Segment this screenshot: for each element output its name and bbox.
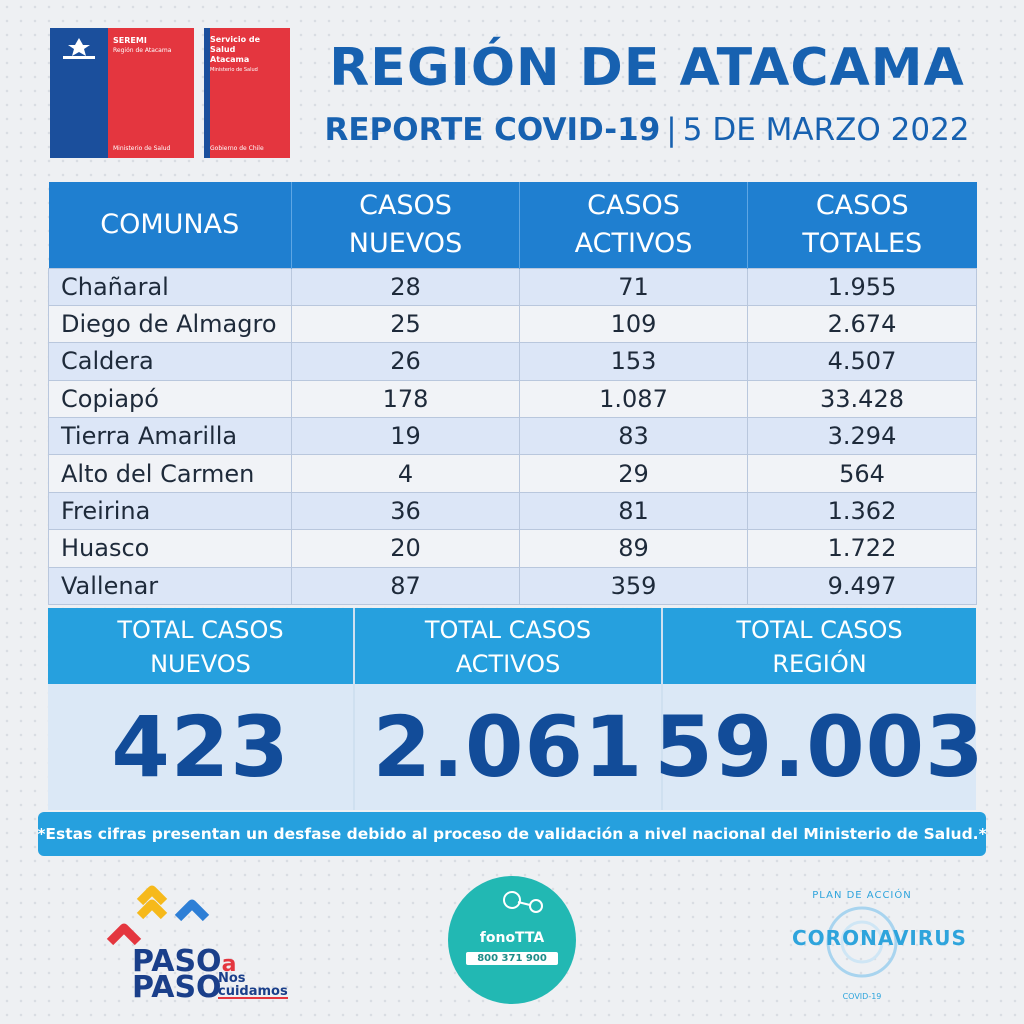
cell-casos-totales: 4.507 <box>747 342 977 381</box>
cell-comuna: Freirina <box>48 491 292 531</box>
table-row: Caldera 26 153 4.507 <box>48 342 977 381</box>
fono-number: 800 371 900 <box>466 952 558 965</box>
cell-casos-totales: 3.294 <box>747 417 977 456</box>
paso-line-2: PASO <box>132 970 222 1005</box>
chile-coat-of-arms-icon <box>50 28 108 158</box>
cell-casos-nuevos: 87 <box>291 566 520 606</box>
fono-tta-logo: fonoTTA 800 371 900 <box>448 876 576 1004</box>
total-nuevos: TOTAL CASOS NUEVOS 423 <box>48 608 355 810</box>
seremi-region: Región de Atacama <box>113 47 172 54</box>
cell-casos-activos: 89 <box>519 529 748 568</box>
servicio-title: Servicio de Salud Atacama <box>210 35 261 64</box>
total-activos: TOTAL CASOS ACTIVOS 2.061 <box>355 608 663 810</box>
table-row: Diego de Almagro 25 109 2.674 <box>48 304 977 344</box>
cell-casos-activos: 359 <box>519 566 748 606</box>
cell-casos-totales: 1.362 <box>747 491 977 531</box>
cell-casos-totales: 9.497 <box>747 566 977 606</box>
seremi-logo: SEREMI Región de Atacama Ministerio de S… <box>50 28 194 158</box>
cell-casos-nuevos: 26 <box>291 342 520 381</box>
virus-icon <box>826 906 898 978</box>
seremi-ministry: Ministerio de Salud <box>113 145 171 152</box>
total-activos-value: 2.061 <box>355 684 661 810</box>
cell-casos-activos: 71 <box>519 267 748 306</box>
cell-comuna: Vallenar <box>48 566 292 606</box>
cell-casos-activos: 1.087 <box>519 379 748 419</box>
cell-casos-activos: 153 <box>519 342 748 381</box>
cell-comuna: Copiapó <box>48 379 292 419</box>
covid-label: COVID-19 <box>842 992 882 1001</box>
cell-casos-totales: 2.674 <box>747 304 977 344</box>
header-casos-nuevos: CASOS NUEVOS <box>291 182 520 268</box>
servicio-ministry: Ministerio de Salud <box>210 67 258 73</box>
header-casos-totales: CASOS TOTALES <box>747 182 977 268</box>
cell-casos-activos: 109 <box>519 304 748 344</box>
cell-casos-nuevos: 28 <box>291 267 520 306</box>
table-row: Chañaral 28 71 1.955 <box>48 267 977 306</box>
cell-casos-nuevos: 4 <box>291 454 520 493</box>
total-activos-label: TOTAL CASOS ACTIVOS <box>355 608 661 684</box>
cell-comuna: Chañaral <box>48 267 292 306</box>
phone-network-icon <box>503 891 543 913</box>
total-nuevos-label: TOTAL CASOS NUEVOS <box>48 608 353 684</box>
cell-casos-activos: 81 <box>519 491 748 531</box>
total-nuevos-value: 423 <box>48 684 353 810</box>
cell-casos-nuevos: 36 <box>291 491 520 531</box>
subtitle-separator: | <box>666 112 677 148</box>
cell-casos-totales: 33.428 <box>747 379 977 419</box>
header-casos-activos: CASOS ACTIVOS <box>519 182 748 268</box>
cell-comuna: Alto del Carmen <box>48 454 292 493</box>
cell-casos-totales: 564 <box>747 454 977 493</box>
cell-casos-totales: 1.722 <box>747 529 977 568</box>
total-region: TOTAL CASOS REGIÓN 59.003 <box>654 608 984 810</box>
chevrons-icon <box>106 885 210 946</box>
table-row: Copiapó 178 1.087 33.428 <box>48 379 977 419</box>
cell-comuna: Caldera <box>48 342 292 381</box>
page-title: REGIÓN DE ATACAMA <box>329 38 965 98</box>
cell-casos-activos: 29 <box>519 454 748 493</box>
cell-casos-totales: 1.955 <box>747 267 977 306</box>
disclaimer-note: *Estas cifras presentan un desfase debid… <box>37 812 987 856</box>
cell-comuna: Diego de Almagro <box>48 304 292 344</box>
report-label: REPORTE COVID-19 <box>324 112 661 148</box>
servicio-gov: Gobierno de Chile <box>210 145 264 152</box>
plan-label: PLAN DE ACCIÓN <box>812 890 912 901</box>
cell-casos-nuevos: 19 <box>291 417 520 456</box>
paso-a-paso-logo: PASOa PASO Nos cuidamos <box>100 880 300 1005</box>
nos-cuidamos: Nos cuidamos <box>218 971 288 999</box>
table-row: Vallenar 87 359 9.497 <box>48 566 977 606</box>
page-subtitle: REPORTE COVID-19 | 5 DE MARZO 2022 <box>312 112 982 148</box>
plan-coronavirus-logo: PLAN DE ACCIÓN CORONAVIRUS COVID-19 <box>792 880 967 1010</box>
coronavirus-label: CORONAVIRUS <box>792 926 967 950</box>
cell-comuna: Tierra Amarilla <box>48 417 292 456</box>
cell-casos-activos: 83 <box>519 417 748 456</box>
paso-line-1: PASOa <box>132 944 237 979</box>
table-row: Freirina 36 81 1.362 <box>48 491 977 531</box>
totals-panel: TOTAL CASOS NUEVOS 423 TOTAL CASOS ACTIVOS… <box>48 608 984 810</box>
cell-casos-nuevos: 20 <box>291 529 520 568</box>
total-region-label: TOTAL CASOS REGIÓN <box>663 608 976 684</box>
total-region-value: 59.003 <box>654 684 984 810</box>
cell-casos-nuevos: 178 <box>291 379 520 419</box>
report-date: 5 DE MARZO 2022 <box>682 112 970 148</box>
comunas-table: COMUNAS CASOS NUEVOS CASOS ACTIVOS CASOS… <box>48 182 977 606</box>
seremi-title: SEREMI <box>113 36 147 45</box>
header-comunas: COMUNAS <box>48 182 292 268</box>
table-row: Huasco 20 89 1.722 <box>48 529 977 568</box>
table-header-row: COMUNAS CASOS NUEVOS CASOS ACTIVOS CASOS… <box>48 182 977 268</box>
fono-name: fonoTTA <box>479 930 545 946</box>
table-row: Tierra Amarilla 19 83 3.294 <box>48 417 977 456</box>
cell-comuna: Huasco <box>48 529 292 568</box>
table-row: Alto del Carmen 4 29 564 <box>48 454 977 493</box>
servicio-salud-logo: Servicio de Salud Atacama Ministerio de … <box>204 28 290 158</box>
cell-casos-nuevos: 25 <box>291 304 520 344</box>
